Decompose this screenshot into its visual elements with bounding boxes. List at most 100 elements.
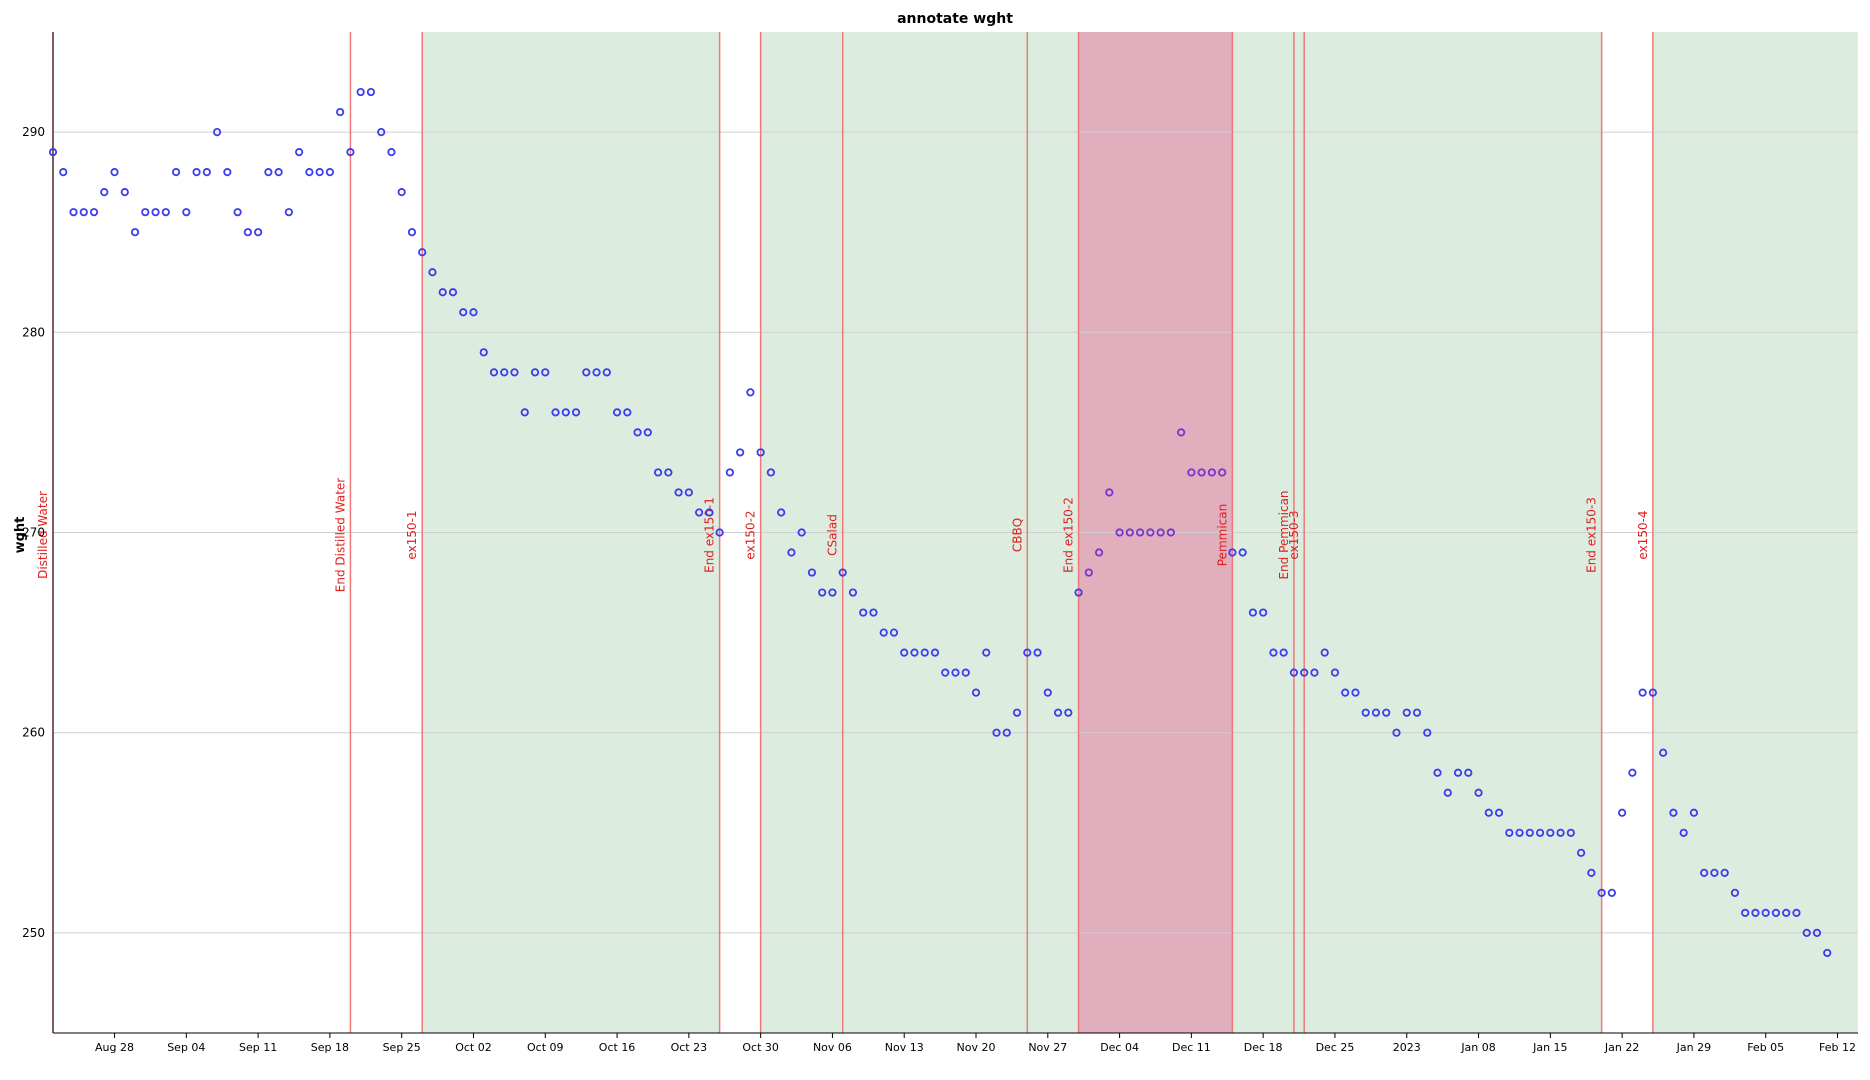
data-point: [161, 208, 170, 217]
x-tick-label: Sep 11: [239, 1041, 277, 1054]
data-point: [130, 228, 140, 237]
x-tick-label: Nov 27: [1028, 1041, 1067, 1054]
data-point: [500, 368, 509, 377]
data-point: [530, 368, 540, 377]
data-point: [879, 628, 888, 637]
y-tick-label: 280: [22, 325, 45, 339]
data-point: [756, 448, 765, 457]
data-point: [315, 168, 324, 177]
data-point: [1443, 788, 1452, 797]
data-point: [869, 608, 878, 617]
data-point: [141, 208, 150, 217]
data-point: [479, 348, 488, 357]
data-point: [1064, 708, 1073, 717]
annotation-label: End ex150-2: [1062, 497, 1076, 573]
data-point: [171, 168, 181, 177]
data-point: [1300, 668, 1309, 677]
data-point: [1146, 528, 1155, 537]
data-point: [1084, 568, 1093, 577]
annotation-label: ex150-2: [744, 510, 758, 559]
data-point: [1700, 868, 1709, 877]
data-point: [1638, 688, 1647, 697]
x-tick-label: Dec 11: [1172, 1041, 1211, 1054]
data-point: [1546, 828, 1555, 837]
data-point: [561, 408, 570, 417]
x-tick-label: 2023: [1393, 1041, 1421, 1054]
data-point: [1156, 528, 1165, 537]
data-point: [1002, 728, 1011, 737]
x-tick-label: Jan 29: [1676, 1041, 1711, 1054]
data-point: [1628, 768, 1637, 777]
data-point: [612, 408, 622, 417]
data-point: [736, 448, 745, 457]
data-point: [274, 168, 283, 177]
x-tick-label: Oct 16: [599, 1041, 636, 1054]
data-point: [1412, 708, 1422, 717]
data-point: [715, 528, 724, 537]
data-point: [1228, 548, 1237, 557]
data-point: [818, 588, 827, 597]
data-point: [1802, 928, 1811, 938]
data-point: [69, 208, 78, 217]
data-point: [1238, 548, 1247, 557]
x-tick-label: Feb 12: [1819, 1041, 1856, 1054]
data-point: [1761, 908, 1770, 917]
data-point: [254, 228, 263, 237]
annotation-label: End ex150-3: [1585, 497, 1599, 573]
data-point: [1218, 468, 1227, 477]
data-point: [1607, 888, 1616, 897]
data-point: [1423, 728, 1432, 737]
data-point: [89, 208, 99, 217]
data-point: [838, 568, 847, 577]
y-tick-label: 250: [22, 926, 45, 940]
data-point: [1464, 768, 1473, 777]
x-tick-label: Jan 15: [1532, 1041, 1567, 1054]
data-point: [1648, 688, 1657, 697]
data-point: [653, 468, 663, 477]
data-point: [1115, 528, 1124, 537]
data-point: [1566, 828, 1575, 837]
data-point: [1289, 668, 1299, 677]
x-tick-label: Sep 25: [383, 1041, 421, 1054]
x-tick-label: Dec 18: [1244, 1041, 1283, 1054]
data-point: [695, 508, 704, 517]
data-point: [1094, 548, 1104, 557]
annotation-label: ex150-3: [1287, 510, 1301, 559]
data-point: [920, 648, 929, 657]
data-point: [982, 648, 991, 657]
x-tick-label: Jan 22: [1604, 1041, 1639, 1054]
data-points: [48, 87, 1832, 958]
x-tick-label: Oct 30: [742, 1041, 779, 1054]
data-point: [120, 188, 129, 197]
data-point: [910, 648, 919, 657]
x-tick-label: Aug 28: [95, 1041, 134, 1054]
data-point: [346, 148, 355, 157]
data-point: [1310, 668, 1319, 677]
data-point: [1269, 648, 1278, 657]
data-point: [182, 208, 191, 217]
data-point: [1177, 428, 1186, 437]
data-point: [1361, 708, 1370, 717]
x-tick-label: Nov 20: [957, 1041, 996, 1054]
annotation-label: End ex150-1: [703, 497, 717, 573]
data-point: [592, 368, 601, 377]
data-point: [1166, 528, 1175, 537]
data-point: [1023, 648, 1032, 657]
annotation-lines: Distilled Water End Distilled Water ex150-…: [36, 32, 1654, 1033]
data-point: [192, 168, 201, 177]
data-point: [110, 168, 119, 177]
data-point: [1556, 828, 1565, 837]
x-tick-label: Nov 06: [813, 1041, 852, 1054]
annotation-label: CBBQ: [1010, 518, 1024, 552]
data-point: [1453, 768, 1463, 777]
data-point: [797, 528, 806, 537]
y-tick-label: 290: [22, 125, 45, 139]
annotation-label: End Pemmican: [1277, 490, 1291, 579]
annotation-label: ex150-1: [405, 510, 419, 559]
data-point: [602, 368, 611, 377]
x-tick-label: Oct 23: [671, 1041, 708, 1054]
x-tick-label: Sep 04: [167, 1041, 205, 1054]
data-point: [1207, 468, 1216, 477]
